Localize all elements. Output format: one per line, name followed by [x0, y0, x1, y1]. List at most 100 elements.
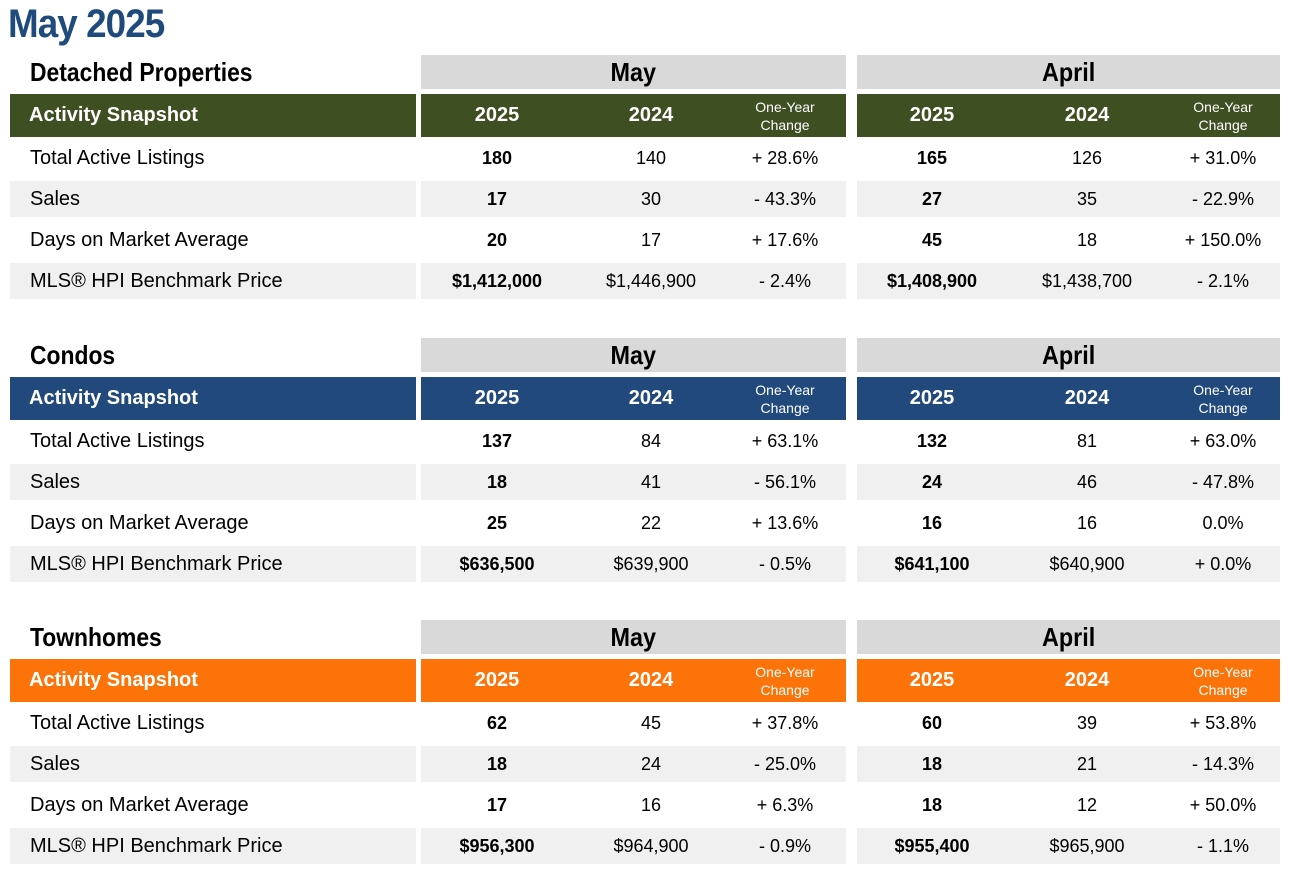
metric-value: 18: [921, 795, 943, 815]
metric-value: 17: [486, 189, 508, 209]
row-stripe: [421, 263, 846, 299]
metric-value: 27: [921, 189, 943, 209]
metric-value: - 2.4%: [758, 271, 812, 291]
metric-value: + 53.8%: [1189, 713, 1257, 733]
metric-value: + 50.0%: [1189, 795, 1257, 815]
metric-value: - 0.9%: [758, 836, 812, 856]
metric-value: 45: [921, 230, 943, 250]
metric-value: 35: [1076, 189, 1098, 209]
year-header-prior: 2024: [1064, 104, 1110, 126]
year-header-prior: 2024: [628, 104, 674, 126]
section-detached-properties: Detached Properties May April Activity Snap…: [0, 55, 1292, 305]
change-header: One-Year Change: [1193, 98, 1253, 133]
row-stripe: [10, 263, 416, 299]
metric-value: 0.0%: [1202, 513, 1244, 533]
year-header-current: 2025: [474, 104, 520, 126]
metric-value: - 22.9%: [1191, 189, 1255, 209]
period-header-current: May: [421, 338, 846, 372]
metric-value: + 63.0%: [1189, 431, 1257, 451]
row-stripe: [10, 828, 416, 864]
metric-value: 16: [640, 795, 662, 815]
year-header-prior: 2024: [628, 669, 674, 691]
metric-value: 17: [486, 795, 508, 815]
metric-value: 165: [916, 148, 948, 168]
year-header-prior: 2024: [628, 387, 674, 409]
metric-value: 18: [486, 472, 508, 492]
metric-label: Total Active Listings: [30, 430, 205, 452]
metric-value: $1,438,700: [1041, 271, 1133, 291]
metric-label: MLS® HPI Benchmark Price: [30, 270, 283, 292]
row-stripe: [421, 828, 846, 864]
metric-value: + 150.0%: [1184, 230, 1262, 250]
metric-value: 24: [921, 472, 943, 492]
row-stripe: [857, 181, 1280, 217]
metric-value: 180: [481, 148, 513, 168]
metric-value: 17: [640, 230, 662, 250]
metric-value: 45: [640, 713, 662, 733]
period-header-current: May: [421, 55, 846, 89]
activity-snapshot-label: Activity Snapshot: [29, 104, 198, 126]
header-bar: [421, 377, 846, 420]
metric-value: $1,408,900: [886, 271, 978, 291]
section-condos: Condos May April Activity Snapshot 2025 2024 O…: [0, 338, 1292, 588]
section-title: Condos: [30, 340, 116, 370]
metric-value: 18: [1076, 230, 1098, 250]
metric-value: - 56.1%: [753, 472, 817, 492]
metric-value: - 43.3%: [753, 189, 817, 209]
metric-value: 39: [1076, 713, 1098, 733]
metric-value: - 1.1%: [1196, 836, 1250, 856]
metric-value: 18: [486, 754, 508, 774]
metric-value: + 37.8%: [751, 713, 819, 733]
change-header: One-Year Change: [755, 663, 815, 698]
row-stripe: [421, 181, 846, 217]
metric-value: 21: [1076, 754, 1098, 774]
metric-value: 84: [640, 431, 662, 451]
year-header-prior: 2024: [1064, 387, 1110, 409]
metric-value: + 13.6%: [751, 513, 819, 533]
activity-snapshot-label: Activity Snapshot: [29, 669, 198, 691]
year-header-current: 2025: [474, 387, 520, 409]
year-header-current: 2025: [909, 104, 955, 126]
metric-value: 18: [921, 754, 943, 774]
change-header: One-Year Change: [755, 98, 815, 133]
change-header: One-Year Change: [1193, 663, 1253, 698]
metric-value: - 2.1%: [1196, 271, 1250, 291]
metric-value: - 14.3%: [1191, 754, 1255, 774]
page-title: May 2025: [8, 2, 165, 46]
metric-value: - 0.5%: [758, 554, 812, 574]
header-bar: [10, 659, 416, 702]
row-stripe: [421, 464, 846, 500]
change-header: One-Year Change: [755, 381, 815, 416]
metric-value: $955,400: [894, 836, 970, 856]
header-bar: [857, 94, 1280, 137]
row-stripe: [857, 263, 1280, 299]
metric-label: MLS® HPI Benchmark Price: [30, 553, 283, 575]
metric-value: 140: [635, 148, 667, 168]
header-bar: [857, 377, 1280, 420]
metric-value: $956,300: [459, 836, 535, 856]
row-stripe: [857, 828, 1280, 864]
header-bar: [421, 659, 846, 702]
metric-value: 41: [640, 472, 662, 492]
period-header-prior: April: [857, 338, 1280, 372]
metric-value: 22: [640, 513, 662, 533]
row-stripe: [857, 746, 1280, 782]
metric-label: Days on Market Average: [30, 794, 249, 816]
metric-label: Days on Market Average: [30, 229, 249, 251]
header-bar: [10, 377, 416, 420]
metric-value: + 31.0%: [1189, 148, 1257, 168]
metric-value: $636,500: [459, 554, 535, 574]
metric-value: 24: [640, 754, 662, 774]
metric-label: Sales: [30, 753, 81, 775]
metric-value: 46: [1076, 472, 1098, 492]
metric-value: + 6.3%: [756, 795, 814, 815]
row-stripe: [857, 546, 1280, 582]
period-header-prior: April: [857, 620, 1280, 654]
metric-value: 16: [921, 513, 943, 533]
metric-value: - 47.8%: [1191, 472, 1255, 492]
year-header-current: 2025: [474, 669, 520, 691]
metric-value: $965,900: [1049, 836, 1125, 856]
metric-value: 62: [486, 713, 508, 733]
header-bar: [857, 659, 1280, 702]
section-townhomes: Townhomes May April Activity Snapshot 2025 20…: [0, 620, 1292, 870]
